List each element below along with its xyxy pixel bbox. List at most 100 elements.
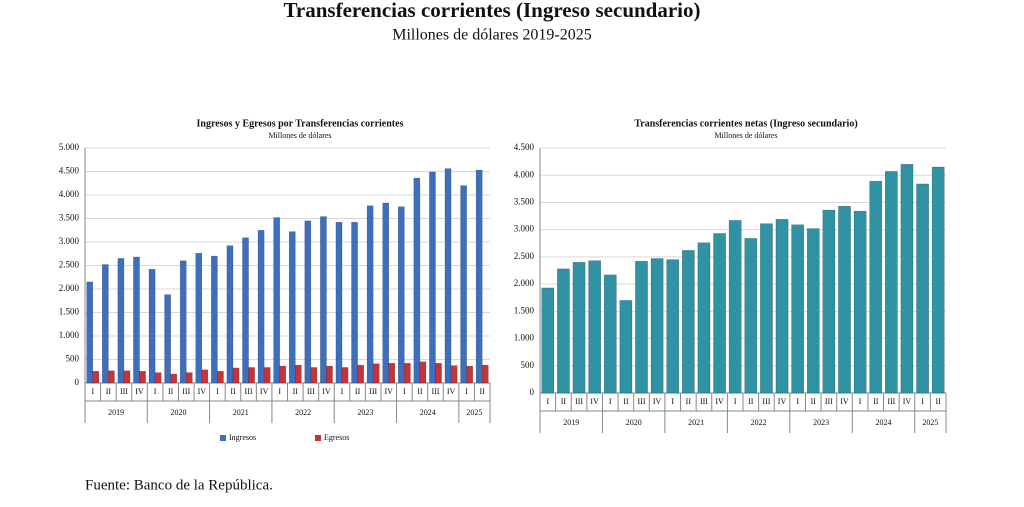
x-tick-label: I [154, 387, 157, 396]
x-tick-label: IV [135, 387, 144, 396]
x-tick-label: II [293, 387, 299, 396]
bar [164, 294, 171, 384]
bar [148, 269, 156, 384]
bar [310, 367, 318, 384]
bar [838, 206, 851, 394]
year-label: 2023 [357, 408, 373, 417]
y-tick-label: 4.000 [59, 189, 80, 199]
x-tick-label: I [859, 397, 862, 406]
bar [108, 370, 115, 384]
x-tick-label: I [796, 397, 799, 406]
y-tick-label: 2.500 [59, 260, 80, 270]
y-tick-label: 1.000 [59, 330, 80, 340]
bar [557, 268, 570, 394]
year-label: 2020 [626, 418, 642, 427]
bar [232, 367, 240, 384]
y-tick-label: 1.500 [514, 305, 535, 315]
bar [248, 367, 255, 384]
y-tick-label: 3.000 [514, 224, 535, 234]
bar [372, 363, 380, 384]
bar [382, 202, 389, 384]
bar [117, 258, 125, 384]
bar [195, 253, 203, 384]
x-tick-label: III [182, 387, 190, 396]
bar [682, 250, 695, 394]
y-tick-label: 3.500 [514, 197, 535, 207]
x-tick-label: II [168, 387, 174, 396]
bar [263, 367, 271, 384]
bar [92, 371, 100, 384]
bar [460, 185, 467, 384]
x-tick-label: IV [903, 397, 912, 406]
year-label: 2020 [170, 408, 186, 417]
legend-label: Ingresos [229, 433, 256, 442]
x-tick-label: III [887, 397, 895, 406]
year-label: 2019 [108, 408, 124, 417]
year-label: 2021 [233, 408, 249, 417]
x-tick-label: II [936, 397, 942, 406]
bar [435, 363, 442, 384]
x-tick-label: I [278, 387, 281, 396]
bar [619, 300, 633, 394]
bar [295, 364, 302, 384]
y-tick-label: 2.500 [514, 251, 535, 261]
x-tick-label: II [623, 397, 629, 406]
x-tick-label: III [431, 387, 439, 396]
y-tick-label: 3.000 [59, 236, 80, 246]
bar [226, 245, 234, 384]
bar [133, 256, 140, 384]
page-subtitle: Millones de dólares 2019-2025 [392, 27, 592, 44]
x-tick-label: III [120, 387, 128, 396]
x-tick-label: II [480, 387, 486, 396]
bar [398, 206, 405, 384]
bar [102, 264, 109, 384]
y-tick-label: 2.000 [59, 283, 80, 293]
y-tick-label: 500 [66, 354, 80, 364]
bar [885, 171, 898, 394]
bar [450, 365, 458, 384]
bar [444, 168, 452, 384]
x-tick-label: III [700, 397, 708, 406]
x-tick-label: IV [260, 387, 269, 396]
legend-label: Egresos [324, 433, 349, 442]
bar [186, 372, 193, 384]
y-tick-label: 1.500 [59, 307, 80, 317]
x-tick-label: I [734, 397, 737, 406]
bar [179, 260, 187, 384]
bar [775, 219, 789, 394]
x-tick-label: IV [447, 387, 456, 396]
bar [351, 222, 358, 384]
year-label: 2022 [295, 408, 311, 417]
x-tick-label: I [465, 387, 468, 396]
bar [900, 164, 914, 394]
bar [217, 371, 224, 384]
x-tick-label: IV [322, 387, 331, 396]
bar [475, 169, 483, 384]
x-tick-label: IV [590, 397, 599, 406]
bar [388, 363, 396, 384]
x-tick-label: II [106, 387, 112, 396]
x-tick-label: III [762, 397, 770, 406]
bar [201, 369, 209, 384]
year-label: 2019 [563, 418, 579, 427]
bar [154, 372, 162, 384]
legend-swatch [220, 435, 226, 441]
year-label: 2024 [876, 418, 892, 427]
x-tick-label: II [355, 387, 361, 396]
bar [413, 177, 421, 384]
y-tick-label: 0 [75, 377, 80, 387]
x-tick-label: III [245, 387, 253, 396]
year-label: 2025 [922, 418, 938, 427]
bar [257, 230, 265, 384]
bar [404, 363, 411, 384]
x-tick-label: I [91, 387, 94, 396]
x-tick-label: II [561, 397, 567, 406]
x-tick-label: I [403, 387, 406, 396]
y-tick-label: 500 [521, 360, 535, 370]
bar [728, 220, 742, 394]
bar [326, 365, 333, 384]
bar [806, 228, 820, 394]
x-tick-label: II [686, 397, 692, 406]
source: Fuente: Banco de la República. [85, 477, 273, 493]
y-tick-label: 4.500 [59, 166, 80, 176]
